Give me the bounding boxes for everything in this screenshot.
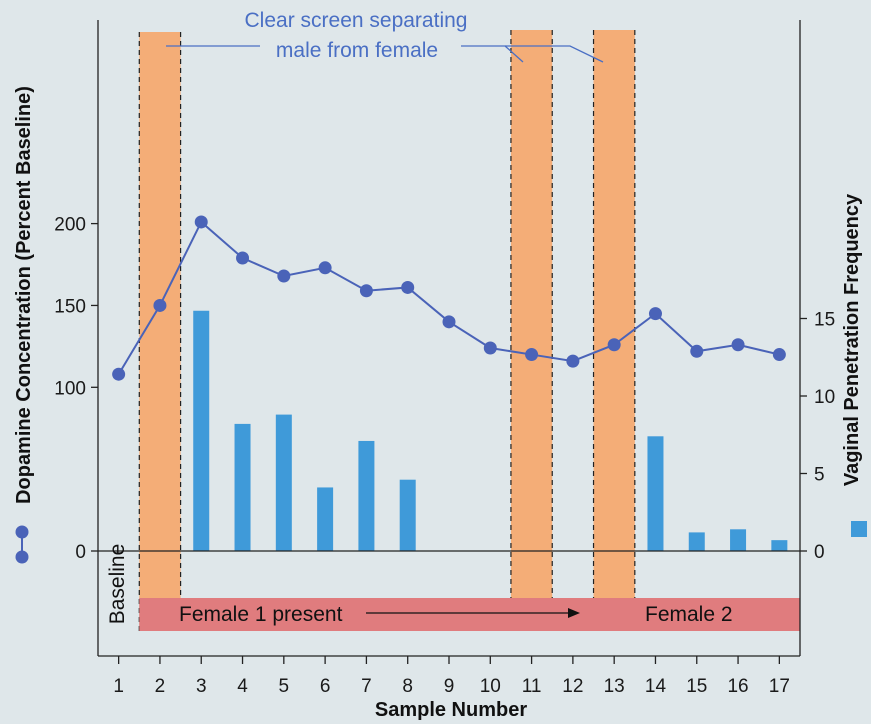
dopamine-line [117,220,780,375]
dopamine-point-4 [236,251,250,265]
x-tick-label: 6 [320,676,331,697]
legend-bar-marker [851,521,867,537]
x-tick-label: 7 [361,676,372,697]
y-right-tick-label: 0 [814,542,825,563]
legend-dot-bottom [15,550,29,564]
x-tick-label: 11 [522,676,542,697]
dopamine-point-8 [401,280,415,294]
bar-sample-17 [771,540,788,551]
dopamine-point-15 [690,344,704,358]
bar-sample-7 [358,440,375,551]
x-tick-label: 16 [727,676,748,697]
y-right-tick-label: 10 [814,387,835,408]
dopamine-point-17 [772,348,786,362]
dopamine-point-1 [112,367,126,381]
bar-sample-5 [275,414,292,551]
bar-sample-3 [193,310,210,551]
x-tick-label: 1 [113,676,124,697]
dopamine-point-11 [525,348,539,362]
y-right-tick-label: 15 [814,310,835,331]
x-tick-label: 5 [279,676,290,697]
y-left-tick-label: 150 [54,296,86,317]
x-tick-label: 10 [480,676,501,697]
screen-periods [138,30,636,631]
dopamine-point-10 [483,341,497,355]
axes [91,20,807,664]
dopamine-point-12 [566,354,580,368]
penetration-bars [193,310,788,551]
annotations: Clear screen separating male from female B… [106,9,733,626]
x-tick-label: 12 [562,676,583,697]
dopamine-point-5 [277,269,291,283]
y-left-tick-label: 100 [54,378,86,399]
bar-sample-4 [234,423,251,551]
x-tick-label: 4 [237,676,248,697]
x-tick-label: 3 [196,676,207,697]
bar-sample-16 [730,529,747,551]
screen-period-3 [593,30,635,598]
female1-arrow-head [568,608,580,618]
y-left-tick-label: 200 [54,215,86,236]
y-right-axis-title: Vaginal Penetration Frequency [841,193,863,486]
screen-period-2 [510,30,553,598]
female2-label: Female 2 [645,603,733,626]
y-right-tick-label: 5 [814,465,825,486]
bar-sample-8 [399,479,416,551]
y-left-axis-title: Dopamine Concentration (Percent Baseline… [13,86,35,504]
dopamine-point-3 [194,215,208,229]
dopamine-point-13 [607,338,621,352]
presence-band [139,598,800,631]
x-axis-title: Sample Number [375,699,527,721]
female1-label: Female 1 present [179,603,343,626]
legend-dot-top [15,525,29,539]
dopamine-point-7 [359,284,373,298]
x-tick-label: 15 [686,676,707,697]
x-tick-label: 13 [604,676,625,697]
x-tick-label: 8 [402,676,413,697]
screen-pointer-right [505,45,604,63]
dopamine-point-6 [318,261,332,275]
x-tick-label: 17 [769,676,790,697]
x-tick-label: 14 [645,676,667,697]
female-presence-band [139,598,800,631]
dopamine-points [112,215,786,381]
dopamine-point-14 [648,307,662,321]
bar-sample-6 [317,487,334,551]
screen-period-1 [139,32,181,598]
x-tick-label: 2 [155,676,166,697]
bar-sample-15 [688,532,705,551]
screen-annotation-line-1: Clear screen separating [245,9,468,32]
dopamine-point-2 [153,298,167,312]
dopamine-point-16 [731,338,745,352]
x-tick-label: 9 [444,676,455,697]
bar-sample-14 [647,436,664,551]
legend-left [15,525,29,564]
y-left-tick-label: 0 [75,542,86,563]
dopamine-point-9 [442,315,456,329]
baseline-label: Baseline [106,544,129,625]
screen-annotation-line-2: male from female [276,39,438,62]
dopamine-series-line [117,220,780,375]
